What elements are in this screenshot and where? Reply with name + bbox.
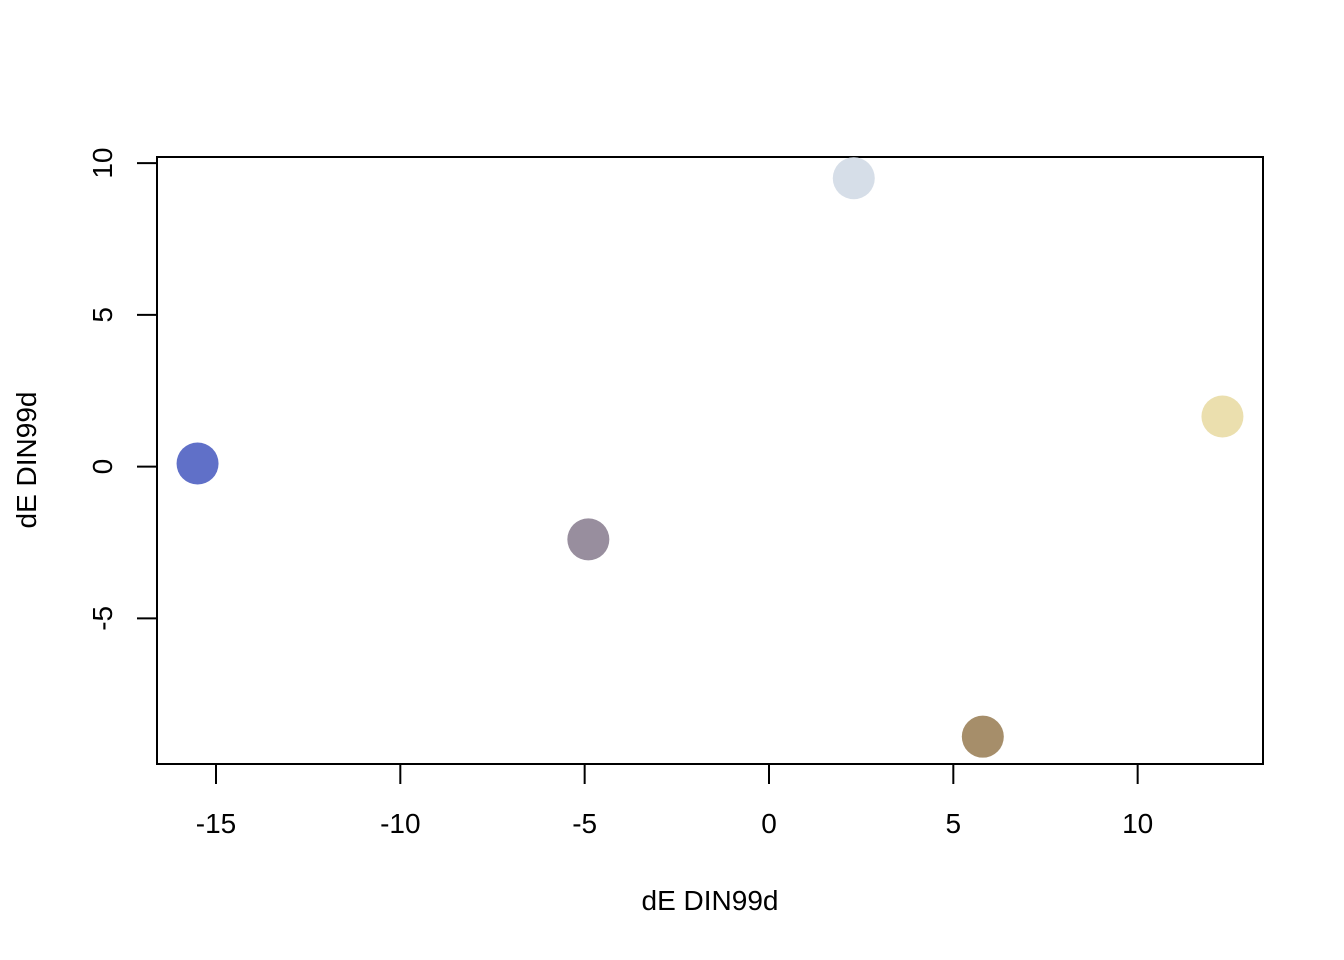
plot-frame: [156, 156, 1264, 765]
y-tick-label: -5: [87, 606, 118, 631]
data-point: [961, 715, 1004, 758]
y-tick-label: 5: [87, 307, 118, 323]
x-axis: -15 -10 -5 0 5 10: [196, 763, 1153, 839]
data-points: [176, 157, 1244, 758]
y-tick-label: 10: [87, 147, 118, 178]
x-tick-label: 10: [1122, 808, 1153, 839]
x-tick-label: -10: [380, 808, 420, 839]
x-tick-label: -15: [196, 808, 236, 839]
x-tick-label: 0: [761, 808, 777, 839]
x-tick-label: -5: [572, 808, 597, 839]
y-axis: -5 0 5 10: [87, 147, 158, 631]
x-tick-label: 5: [946, 808, 962, 839]
data-point: [1201, 395, 1244, 438]
data-point: [176, 442, 219, 485]
data-point: [567, 518, 610, 561]
y-tick-label: 0: [87, 459, 118, 475]
x-axis-label: dE DIN99d: [642, 885, 779, 916]
y-axis-label: dE DIN99d: [11, 392, 42, 529]
data-point: [832, 157, 875, 200]
